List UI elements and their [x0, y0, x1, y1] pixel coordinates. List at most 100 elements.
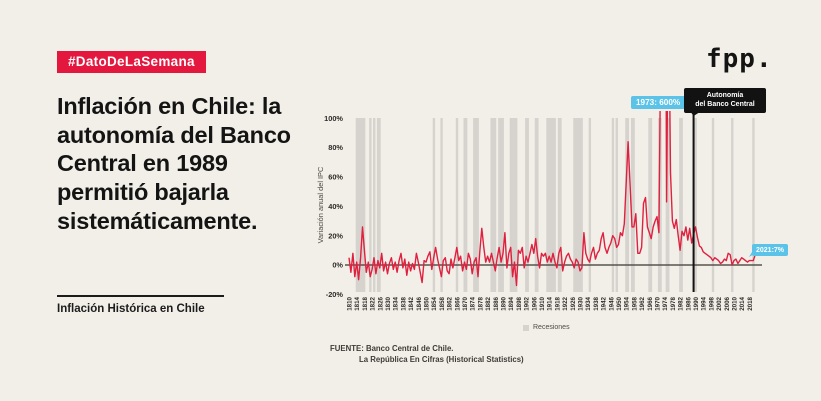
x-tick-label: 1966	[647, 296, 654, 310]
x-tick-label: 1910	[539, 296, 546, 310]
x-tick-label: 1842	[408, 296, 415, 310]
recession-band	[473, 118, 479, 292]
x-tick-label: 1994	[701, 296, 708, 310]
x-tick-label: 1822	[370, 296, 377, 310]
y-tick-label: 20%	[328, 231, 343, 240]
x-tick-label: 1818	[362, 296, 369, 310]
y-tick-label: 60%	[328, 173, 343, 182]
x-tick-label: 1970	[655, 296, 662, 310]
x-tick-label: 1814	[354, 296, 361, 310]
annotation-autonomy-line1: Autonomía	[706, 92, 744, 99]
x-tick-label: 2018	[747, 296, 754, 310]
divider-line	[57, 295, 224, 297]
x-tick-label: 1986	[685, 296, 692, 310]
recession-band	[573, 118, 583, 292]
x-tick-label: 1838	[400, 296, 407, 310]
recession-band	[630, 118, 635, 292]
x-tick-label: 1846	[416, 296, 423, 310]
hashtag-badge: #DatoDeLaSemana	[57, 51, 206, 73]
recession-swatch-icon	[523, 324, 529, 331]
headline-title: Inflación en Chile: la autonomía del Ban…	[57, 93, 291, 234]
x-tick-label: 1938	[593, 296, 600, 310]
x-tick-label: 1894	[508, 296, 515, 310]
x-tick-label: 2014	[739, 296, 746, 310]
recession-band	[546, 118, 556, 292]
recession-band	[752, 118, 755, 292]
x-tick-label: 1974	[662, 296, 669, 310]
recession-band	[455, 118, 459, 292]
x-tick-label: 1862	[447, 296, 454, 310]
recession-band	[463, 118, 468, 292]
x-tick-label: 1810	[347, 296, 354, 310]
x-tick-label: 1854	[431, 296, 438, 310]
x-tick-label: 1918	[554, 296, 561, 310]
y-tick-label: -20%	[326, 290, 344, 299]
recession-band	[694, 118, 697, 292]
y-axis-title: Variación anual del IPC	[316, 166, 325, 243]
x-tick-label: 1930	[578, 296, 585, 310]
y-tick-label: 100%	[324, 114, 343, 123]
recession-band	[498, 118, 504, 292]
recession-band	[376, 118, 381, 292]
recessions-legend: Recesiones	[523, 324, 570, 331]
source-line2: La República En Cifras (Historical Stati…	[359, 354, 524, 364]
x-tick-label: 1850	[424, 296, 431, 310]
x-tick-label: 1914	[547, 296, 554, 310]
recession-band	[369, 118, 372, 292]
recession-band	[657, 118, 662, 292]
recession-band	[611, 118, 615, 292]
x-tick-label: 1922	[562, 296, 569, 310]
x-tick-label: 1978	[670, 296, 677, 310]
recessions-legend-label: Recesiones	[533, 324, 570, 331]
recession-band	[665, 118, 670, 292]
x-tick-label: 1886	[493, 296, 500, 310]
x-tick-label: 2006	[724, 296, 731, 310]
recession-band	[509, 118, 518, 292]
x-tick-label: 2002	[716, 296, 723, 310]
x-tick-label: 1990	[693, 296, 700, 310]
recession-band	[432, 118, 436, 292]
recession-band	[625, 118, 630, 292]
annotation-2021-value: 2021:7%	[752, 244, 789, 256]
y-tick-label: 40%	[328, 202, 343, 211]
x-tick-label: 1902	[524, 296, 531, 310]
annotation-autonomy-callout: Autonomía del Banco Central	[684, 88, 766, 113]
x-tick-label: 1906	[531, 296, 538, 310]
x-tick-label: 1962	[639, 296, 646, 310]
x-tick-label: 1998	[708, 296, 715, 310]
x-tick-label: 1826	[377, 296, 384, 310]
recession-band	[557, 118, 562, 292]
x-tick-label: 1926	[570, 296, 577, 310]
recession-band	[373, 118, 376, 292]
source-note: FUENTE: Banco Central de Chile. La Repúb…	[330, 344, 524, 365]
x-tick-label: 1898	[516, 296, 523, 310]
x-tick-label: 1958	[631, 296, 638, 310]
recession-band	[525, 118, 529, 292]
x-tick-label: 1870	[462, 296, 469, 310]
x-tick-label: 1954	[624, 296, 631, 310]
inflation-series-line	[348, 111, 756, 287]
y-tick-label: 80%	[328, 143, 343, 152]
annotation-autonomy-line2: del Banco Central	[695, 101, 755, 109]
recession-band	[588, 118, 592, 292]
source-line1: FUENTE: Banco Central de Chile.	[330, 344, 454, 353]
annotation-1973-peak: 1973: 600%	[631, 96, 686, 110]
recession-band	[490, 118, 497, 292]
x-tick-label: 1830	[385, 296, 392, 310]
x-tick-label: 1866	[454, 296, 461, 310]
recession-band	[648, 118, 653, 292]
x-tick-label: 1874	[470, 296, 477, 310]
recession-band	[534, 118, 539, 292]
x-tick-label: 1982	[678, 296, 685, 310]
x-tick-label: 1890	[501, 296, 508, 310]
recession-band	[440, 118, 443, 292]
x-tick-label: 1878	[477, 296, 484, 310]
recession-band	[711, 118, 715, 292]
x-tick-label: 1834	[393, 296, 400, 310]
chart-subtitle: Inflación Histórica en Chile	[57, 303, 205, 315]
x-tick-label: 1882	[485, 296, 492, 310]
y-tick-label: 0%	[332, 261, 343, 270]
recession-band	[731, 118, 734, 292]
x-tick-label: 1858	[439, 296, 446, 310]
